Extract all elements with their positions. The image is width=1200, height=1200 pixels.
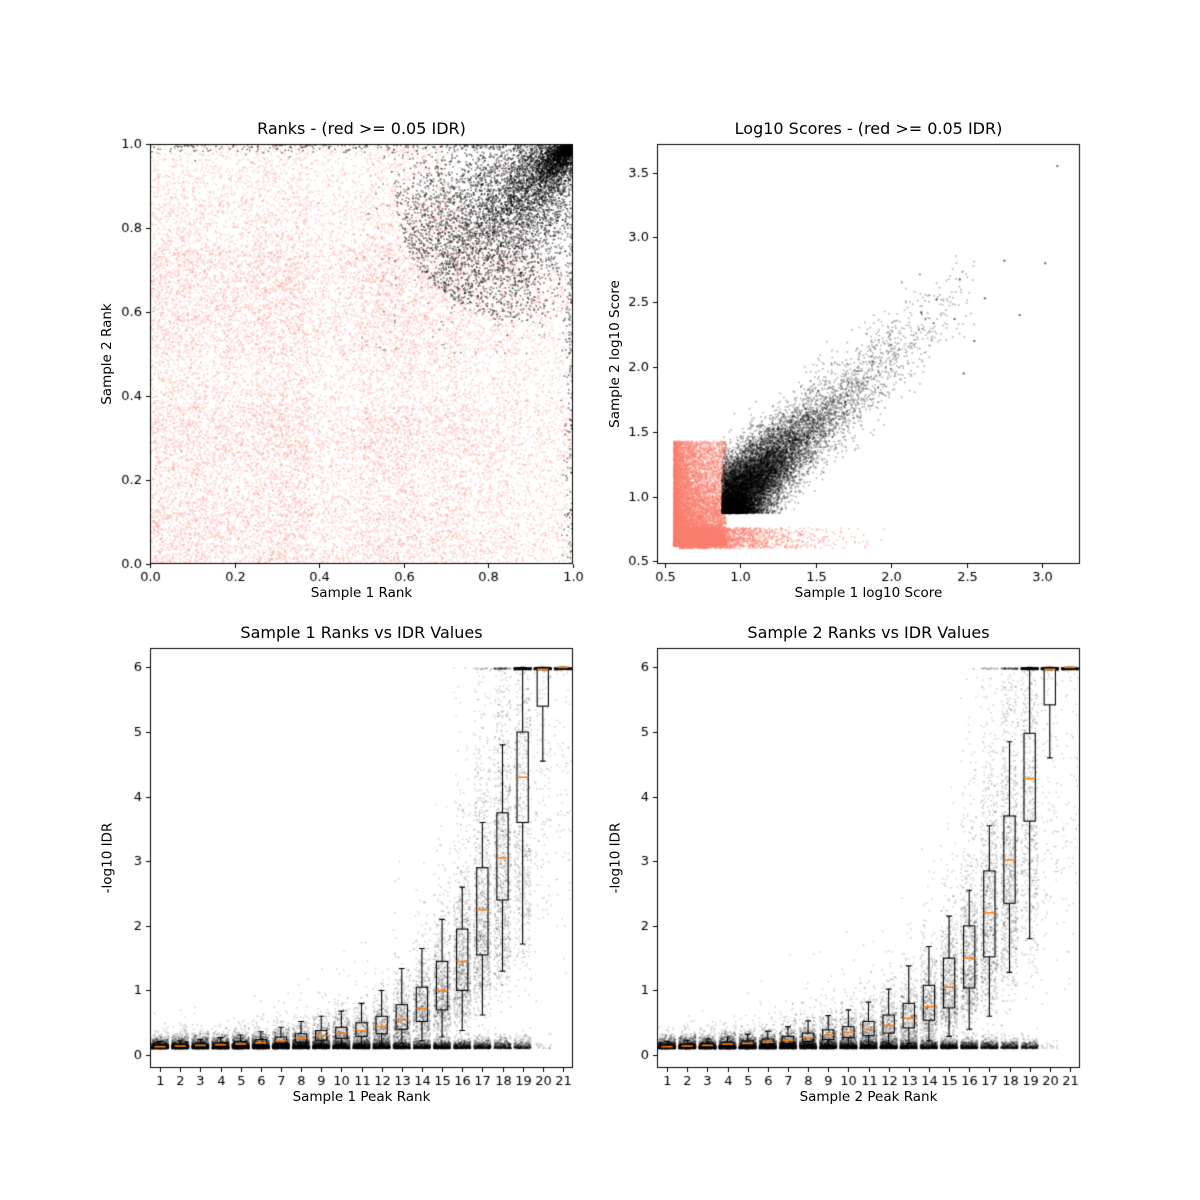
idr2-xaxis-label: Sample 2 Peak Rank — [799, 1089, 938, 1105]
idr1-yaxis-label-text: -log10 IDR — [99, 822, 115, 894]
ranks-plot-title: Ranks - (red >= 0.05 IDR) — [257, 119, 466, 138]
scores-plot-title: Log10 Scores - (red >= 0.05 IDR) — [734, 119, 1003, 138]
ranks-yaxis-label-text: Sample 2 Rank — [99, 303, 115, 405]
idr2-yaxis-label: -log10 IDR — [604, 648, 626, 1068]
sample1-idr-plot-title: Sample 1 Ranks vs IDR Values — [240, 623, 483, 642]
ranks-xaxis-label: Sample 1 Rank — [310, 585, 413, 601]
scores-yaxis-label: Sample 2 log10 Score — [604, 144, 626, 564]
scores-yaxis-label-text: Sample 2 log10 Score — [607, 280, 623, 428]
idr1-yaxis-label: -log10 IDR — [96, 648, 118, 1068]
sample2-idr-plot-title: Sample 2 Ranks vs IDR Values — [747, 623, 990, 642]
idr1-xaxis-label: Sample 1 Peak Rank — [292, 1089, 431, 1105]
idr2-yaxis-label-text: -log10 IDR — [607, 822, 623, 894]
scores-xaxis-label: Sample 1 log10 Score — [794, 585, 943, 601]
ranks-yaxis-label: Sample 2 Rank — [96, 144, 118, 564]
